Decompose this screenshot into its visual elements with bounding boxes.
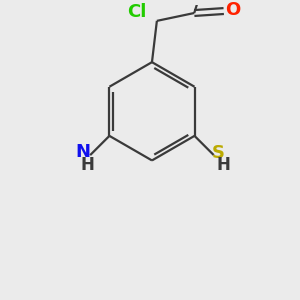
Text: Cl: Cl [128,3,147,21]
Text: O: O [225,1,240,19]
Text: H: H [80,156,94,174]
Text: S: S [212,144,225,162]
Text: H: H [217,156,231,174]
Text: N: N [76,143,91,161]
